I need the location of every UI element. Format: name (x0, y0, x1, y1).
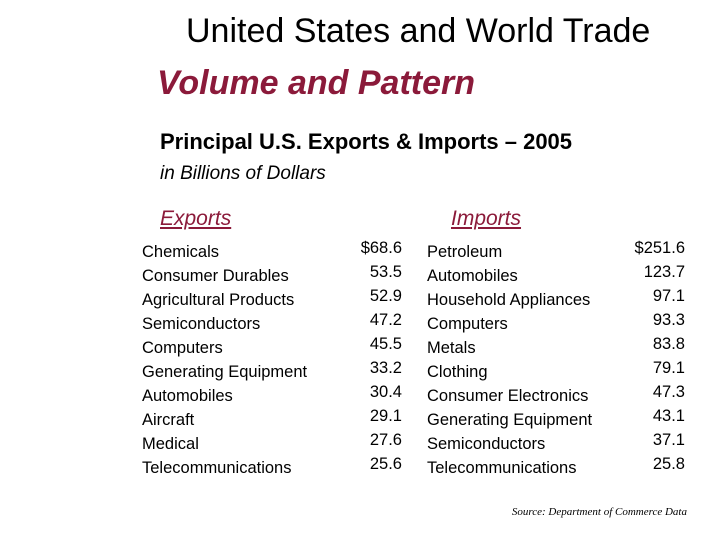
source-note: Source: Department of Commerce Data (511, 506, 687, 518)
import-name: Petroleum (427, 243, 503, 261)
export-name: Medical (142, 435, 199, 453)
import-name: Metals (427, 339, 476, 357)
import-value: 123.7 (643, 263, 685, 281)
import-value: 37.1 (652, 431, 685, 449)
export-value: 47.2 (369, 311, 402, 329)
table-heading: Principal U.S. Exports & Imports – 2005 (160, 129, 573, 154)
export-value: $68.6 (360, 239, 402, 257)
import-value: 79.1 (652, 359, 685, 377)
export-name: Computers (142, 339, 223, 357)
export-name: Chemicals (142, 243, 220, 261)
export-value: 25.6 (369, 455, 402, 473)
import-value: 97.1 (652, 287, 685, 305)
import-name: Telecommunications (427, 459, 577, 477)
export-name: Automobiles (142, 387, 233, 405)
import-name: Generating Equipment (427, 411, 593, 429)
export-value: 53.5 (369, 263, 402, 281)
export-name: Aircraft (142, 411, 195, 429)
import-value: $251.6 (634, 239, 685, 257)
imports-header: Imports (451, 207, 522, 230)
import-name: Automobiles (427, 267, 518, 285)
export-name: Agricultural Products (142, 291, 295, 309)
import-value: 83.8 (652, 335, 685, 353)
exports-value-column: $68.6 53.5 52.9 47.2 45.5 33.2 30.4 29.1… (346, 236, 402, 476)
export-name: Semiconductors (142, 315, 261, 333)
export-name: Consumer Durables (142, 267, 289, 285)
slide-title: United States and World Trade (186, 12, 651, 50)
import-name: Clothing (427, 363, 488, 381)
export-value: 27.6 (369, 431, 402, 449)
import-name: Semiconductors (427, 435, 546, 453)
import-name: Consumer Electronics (427, 387, 589, 405)
export-value: 30.4 (369, 383, 402, 401)
import-value: 43.1 (652, 407, 685, 425)
export-value: 45.5 (369, 335, 402, 353)
export-name: Generating Equipment (142, 363, 308, 381)
import-value: 93.3 (652, 311, 685, 329)
import-name: Household Appliances (427, 291, 591, 309)
export-name: Telecommunications (142, 459, 292, 477)
export-value: 52.9 (369, 287, 402, 305)
imports-value-column: $251.6 123.7 97.1 93.3 83.8 79.1 47.3 43… (610, 236, 685, 476)
units-label: in Billions of Dollars (160, 163, 326, 184)
import-value: 25.8 (652, 455, 685, 473)
imports-name-column: Petroleum Automobiles Household Applianc… (427, 240, 592, 480)
import-value: 47.3 (652, 383, 685, 401)
import-name: Computers (427, 315, 508, 333)
exports-name-column: Chemicals Consumer Durables Agricultural… (142, 240, 307, 480)
export-value: 33.2 (369, 359, 402, 377)
exports-header: Exports (160, 207, 232, 230)
export-value: 29.1 (369, 407, 402, 425)
slide-subtitle: Volume and Pattern (157, 64, 476, 102)
